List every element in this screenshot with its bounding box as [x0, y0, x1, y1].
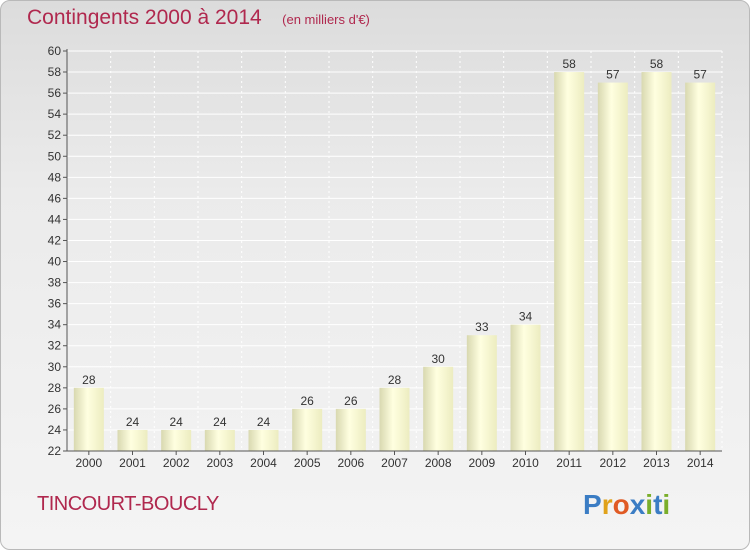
- bar-value-label: 24: [126, 415, 140, 429]
- bar: [161, 429, 192, 451]
- y-tick-label: 48: [48, 170, 62, 184]
- bar-value-label: 58: [562, 57, 576, 71]
- bar: [379, 387, 410, 451]
- y-tick-label: 46: [48, 191, 62, 205]
- bar: [335, 408, 366, 451]
- bar: [204, 429, 235, 451]
- x-tick-label: 2011: [556, 456, 582, 470]
- y-tick-label: 40: [48, 255, 62, 269]
- y-tick-label: 24: [48, 423, 62, 437]
- bar: [597, 82, 628, 451]
- bar-value-label: 28: [82, 373, 96, 387]
- bar-value-label: 30: [431, 352, 445, 366]
- y-tick-label: 60: [48, 44, 62, 58]
- bar: [73, 387, 104, 451]
- bar-value-label: 26: [300, 394, 314, 408]
- y-tick-label: 58: [48, 65, 62, 79]
- y-tick-label: 32: [48, 339, 62, 353]
- logo-letter: P: [583, 489, 602, 520]
- bar: [248, 429, 279, 451]
- bar-value-label: 57: [606, 68, 620, 82]
- x-tick-label: 2009: [468, 456, 495, 470]
- bar-value-label: 26: [344, 394, 358, 408]
- title-row: Contingents 2000 à 2014 (en milliers d'€…: [27, 6, 370, 30]
- x-tick-label: 2004: [250, 456, 277, 470]
- x-tick-label: 2014: [687, 456, 714, 470]
- bar-value-label: 28: [388, 373, 402, 387]
- town-name: TINCOURT-BOUCLY: [37, 493, 219, 515]
- bar: [423, 366, 454, 451]
- x-tick-label: 2010: [512, 456, 539, 470]
- bar: [554, 72, 585, 451]
- y-tick-label: 54: [48, 107, 62, 121]
- bar-value-label: 34: [519, 310, 533, 324]
- y-tick-label: 22: [48, 444, 62, 458]
- x-tick-label: 2002: [163, 456, 190, 470]
- logo-letter: x: [629, 489, 646, 520]
- bar: [510, 324, 541, 451]
- y-tick-label: 26: [48, 402, 62, 416]
- logo-letter: r: [601, 489, 613, 520]
- y-tick-label: 34: [48, 318, 62, 332]
- y-tick-label: 50: [48, 149, 62, 163]
- logo-letter: o: [612, 489, 630, 520]
- logo-letter: t: [653, 489, 663, 520]
- x-tick-label: 2012: [599, 456, 626, 470]
- y-tick-label: 28: [48, 381, 62, 395]
- bar: [466, 335, 497, 451]
- proxiti-logo: Proxiti: [583, 489, 670, 521]
- bar-value-label: 24: [169, 415, 183, 429]
- logo-letter: i: [662, 489, 671, 520]
- y-tick-label: 36: [48, 297, 62, 311]
- bar-value-label: 57: [693, 68, 707, 82]
- y-tick-label: 30: [48, 360, 62, 374]
- x-tick-label: 2013: [643, 456, 670, 470]
- x-tick-label: 2006: [337, 456, 364, 470]
- x-tick-label: 2005: [294, 456, 321, 470]
- x-tick-label: 2003: [206, 456, 233, 470]
- logo-letter: i: [645, 489, 654, 520]
- bar: [292, 408, 323, 451]
- bar-value-label: 24: [213, 415, 227, 429]
- bar-value-label: 33: [475, 320, 489, 334]
- bar-layer: 28 24 24 24 24 26 26 28 30 33 34 58 57 58 57: [73, 57, 716, 451]
- axis-layer: 22 24 26 28 30 32 34 36 38 40 42 44 46 48 50 52 54 56 58 60…: [48, 44, 722, 470]
- bar-value-label: 58: [650, 57, 664, 71]
- chart-title: Contingents 2000 à 2014: [27, 6, 262, 29]
- x-tick-label: 2001: [119, 456, 146, 470]
- x-tick-label: 2007: [381, 456, 408, 470]
- x-tick-label: 2008: [425, 456, 452, 470]
- x-tick-label: 2000: [75, 456, 102, 470]
- bar: [685, 82, 716, 451]
- y-tick-label: 44: [48, 212, 62, 226]
- bar: [117, 429, 148, 451]
- bar-value-label: 24: [257, 415, 271, 429]
- y-tick-label: 42: [48, 233, 62, 247]
- y-tick-label: 56: [48, 86, 62, 100]
- y-tick-label: 52: [48, 128, 62, 142]
- chart-subtitle: (en milliers d'€): [282, 12, 370, 27]
- y-tick-label: 38: [48, 276, 62, 290]
- bar: [641, 72, 672, 451]
